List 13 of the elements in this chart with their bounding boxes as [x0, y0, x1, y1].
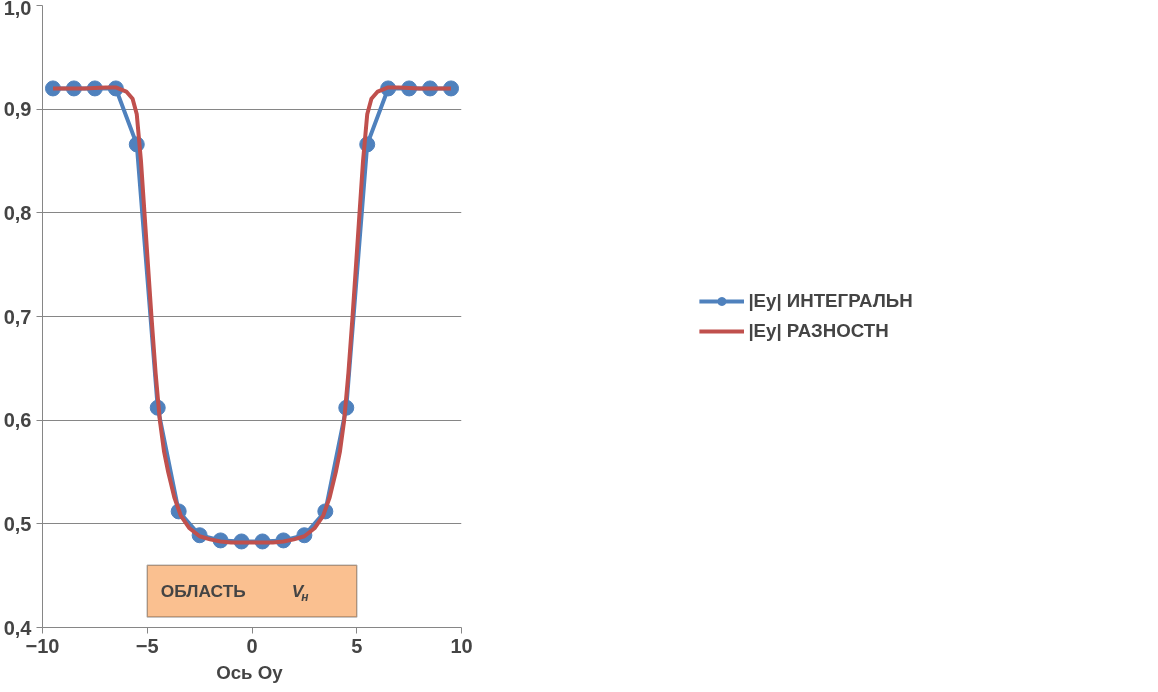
y-tick-label: 0,5 — [3, 512, 32, 535]
x-axis-title: Ось Oy — [216, 661, 284, 683]
y-tick-label: 1,0 — [3, 0, 32, 19]
x-tick-label: 5 — [351, 634, 363, 657]
y-tick-label: 0,8 — [3, 201, 32, 224]
legend-label: |Ey| РАЗНОСТН — [748, 320, 889, 342]
x-tick-label: 10 — [450, 634, 473, 657]
x-tick-label: 0 — [246, 634, 258, 657]
y-tick-label: 0,7 — [3, 305, 32, 328]
legend-label: |Ey| ИНТЕГРАЛЬН — [748, 290, 913, 312]
y-tick-label: 0,9 — [3, 98, 32, 121]
x-tick-label: −5 — [135, 634, 159, 657]
y-tick-label: 0,6 — [3, 409, 32, 432]
